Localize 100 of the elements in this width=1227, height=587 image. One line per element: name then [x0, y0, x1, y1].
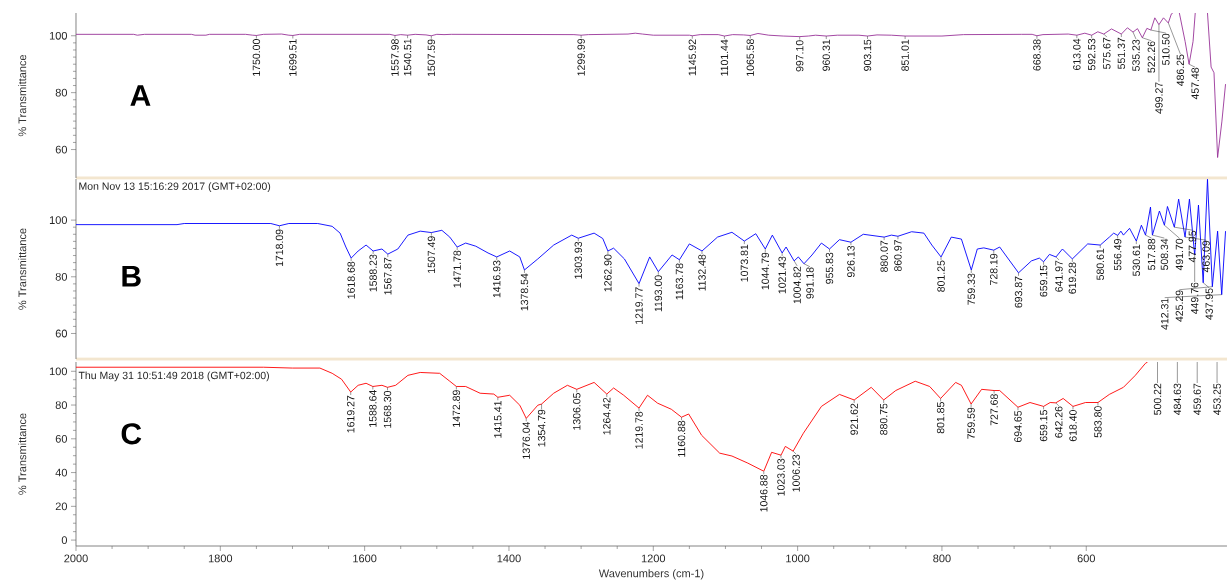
annotation: 1507.59: [427, 39, 436, 77]
annotation: 1306.05: [573, 393, 581, 430]
y-tick-label: 60: [55, 145, 68, 154]
annotation: 1718.09: [275, 229, 284, 267]
annotation: 477.95: [1188, 230, 1197, 263]
annotation: 1145.92: [688, 39, 697, 76]
annotation: 412.31: [1160, 298, 1169, 330]
annotation: 484.63: [1173, 383, 1182, 416]
y-tick-label: 60: [55, 329, 68, 338]
annotation: Thu May 31 10:51:49 2018 (GMT+02:00): [78, 371, 269, 382]
annotation: 659.15: [1039, 410, 1048, 442]
annotation: 1132.48: [698, 254, 706, 291]
annotation: 449.76: [1190, 282, 1199, 315]
annotation: 1006.23: [792, 454, 800, 492]
annotation: 1588.23: [369, 254, 377, 292]
annotation: 1416.93: [493, 260, 501, 298]
annotation: 1567.87: [384, 257, 392, 295]
annotation: 1303.93: [574, 241, 583, 279]
annotation: 500.22: [1153, 383, 1162, 415]
annotation: 463.09: [1202, 240, 1210, 273]
annotation: 926.13: [847, 245, 855, 278]
x-axis-title: Wavenumbers (cm-1): [598, 569, 704, 580]
annotation: 551.37: [1117, 37, 1126, 69]
annotation: 613.04: [1073, 38, 1081, 70]
annotation: 486.25: [1176, 54, 1185, 87]
annotation: 1193.00: [654, 275, 663, 312]
annotation: 668.38: [1033, 39, 1041, 71]
annotation: 955.83: [825, 252, 834, 284]
annotation: 921.62: [850, 403, 858, 435]
annotation: 1163.78: [675, 263, 684, 300]
annotation: 592.53: [1087, 38, 1096, 71]
x-tick-label: 600: [1077, 554, 1095, 563]
annotation: 1073.81: [740, 244, 749, 282]
x-tick-label: 1000: [786, 554, 810, 563]
y-tick-label: 100: [49, 216, 68, 224]
annotation: 960.31: [822, 39, 830, 71]
annotation: 1219.77: [635, 287, 643, 324]
y-tick-label: 80: [55, 272, 68, 281]
annotation: 517.88: [1147, 238, 1156, 271]
annotation: 659.15: [1039, 265, 1048, 297]
y-tick-label: 100: [49, 31, 68, 40]
annotation: 1354.79: [537, 409, 546, 447]
annotation: 903.15: [863, 39, 872, 71]
annotation: 1619.27: [347, 395, 355, 433]
annotation: 459.67: [1193, 383, 1201, 416]
annotation: 1588.64: [369, 390, 377, 427]
y-axis-title: % Transmittance: [18, 413, 27, 495]
annotation: 694.65: [1014, 410, 1022, 443]
annotation: 510.50: [1162, 33, 1170, 65]
x-tick-label: 800: [933, 554, 951, 563]
annotation: 437.95: [1205, 288, 1213, 320]
y-axis-title: % Transmittance: [18, 54, 27, 137]
annotation: 1044.79: [761, 252, 770, 290]
annotation: 1299.99: [577, 38, 585, 76]
annotation: 1065.58: [746, 39, 755, 76]
annotation: 453.25: [1213, 383, 1221, 416]
annotation: 801.25: [937, 260, 945, 292]
annotation: 1472.89: [452, 390, 461, 427]
annotation: 535.23: [1132, 39, 1140, 71]
y-axis-title: % Transmittance: [18, 228, 27, 310]
annotation: 1540.51: [403, 38, 412, 76]
annotation: 491.70: [1175, 238, 1184, 271]
annotation: 556.49: [1113, 239, 1122, 271]
annotation: 1378.54: [520, 273, 529, 311]
text: A: [130, 85, 151, 106]
annotation: 580.61: [1096, 248, 1104, 280]
annotation: 508.34: [1160, 238, 1169, 271]
annotation: 1046.88: [760, 474, 768, 512]
annotation: 1415.41: [494, 401, 502, 438]
annotation: 1101.44: [720, 39, 729, 76]
x-tick-label: 1800: [208, 554, 233, 563]
annotation: 880.07: [880, 240, 888, 272]
annotation: Mon Nov 13 15:16:29 2017 (GMT+02:00): [79, 182, 271, 192]
annotation: 642.26: [1055, 406, 1063, 438]
y-tick-label: 20: [55, 502, 68, 511]
annotation: 1557.98: [391, 39, 399, 76]
annotation: 457.48: [1191, 67, 1199, 100]
y-tick-label: 80: [55, 401, 68, 409]
annotation: 1264.42: [603, 397, 611, 435]
annotation: 1004.82: [793, 266, 801, 304]
y-tick-label: 40: [55, 468, 68, 477]
y-tick-label: 60: [55, 434, 68, 443]
annotation: 1219.78: [635, 411, 643, 449]
x-tick-label: 1200: [641, 554, 666, 563]
annotation: 583.80: [1094, 406, 1102, 438]
annotation: 641.97: [1055, 260, 1063, 292]
annotation: 1471.78: [453, 250, 461, 288]
annotation: 618.40: [1069, 410, 1077, 442]
annotation: 1750.00: [252, 39, 261, 76]
annotation: 1618.68: [347, 261, 355, 299]
annotation: 693.87: [1014, 276, 1023, 308]
annotation: 727.68: [990, 394, 998, 426]
annotation: 997.10: [795, 40, 804, 72]
annotation: 522.26: [1147, 41, 1156, 73]
annotation: 619.28: [1068, 262, 1077, 294]
annotation: 575.67: [1103, 37, 1111, 69]
annotation: 1699.51: [289, 39, 297, 76]
annotation: 728.19: [990, 253, 998, 285]
annotation: 1160.88: [677, 420, 686, 457]
text: B: [122, 265, 141, 287]
